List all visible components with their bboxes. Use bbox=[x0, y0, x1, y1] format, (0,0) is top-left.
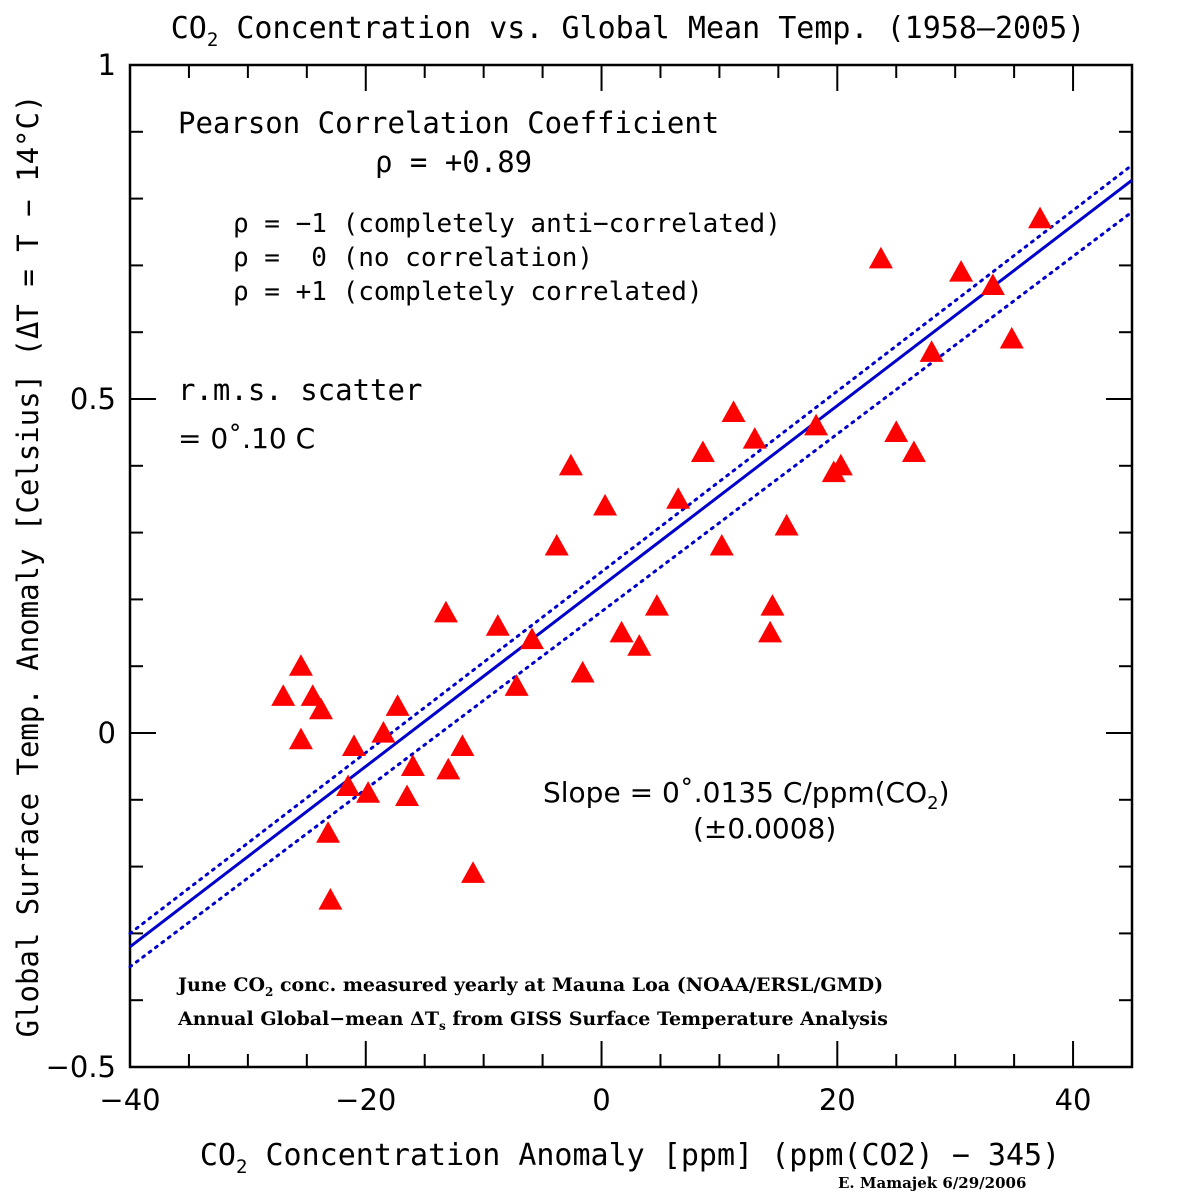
data-point-triangle bbox=[395, 784, 420, 807]
data-point-triangle bbox=[300, 684, 325, 706]
data-point-triangle bbox=[949, 260, 974, 282]
rms-title: r.m.s. scatter bbox=[178, 373, 422, 407]
pearson-title: Pearson Correlation Coefficient bbox=[178, 106, 719, 140]
data-point-triangle bbox=[544, 533, 569, 556]
y-axis-label: Global Surface Temp. Anomaly [Celsius] (… bbox=[11, 95, 45, 1038]
plot-frame bbox=[128, 63, 1134, 1069]
x-axis-label: CO2 Concentration Anomaly [ppm] (ppm(CO2… bbox=[200, 1138, 1060, 1178]
data-point-triangle bbox=[461, 861, 486, 883]
slope-error: (±0.0008) bbox=[693, 812, 836, 845]
data-point-triangle bbox=[709, 533, 734, 556]
x-tick-label: 20 bbox=[819, 1083, 856, 1117]
data-point-triangle bbox=[919, 340, 944, 362]
y-tick-label: 1 bbox=[98, 48, 116, 82]
x-tick-label: −40 bbox=[99, 1083, 160, 1117]
data-point-triangle bbox=[433, 600, 458, 623]
data-point-triangle bbox=[760, 594, 785, 616]
data-point-triangle bbox=[450, 734, 475, 756]
source-note-co2: June CO2 conc. measured yearly at Mauna … bbox=[176, 974, 883, 999]
data-point-triangle bbox=[742, 427, 767, 449]
rms-value: = 0˚.10 C bbox=[178, 422, 315, 455]
data-point-triangle bbox=[271, 684, 296, 706]
data-point-triangle bbox=[504, 674, 529, 696]
rho-pos-note: ρ = +1 (completely correlated) bbox=[233, 277, 703, 307]
y-tick-label: −0.5 bbox=[46, 1050, 116, 1084]
data-point-triangle bbox=[1028, 206, 1053, 229]
data-point-triangle bbox=[884, 420, 909, 442]
data-point-triangle bbox=[609, 620, 634, 643]
pearson-value: ρ = +0.89 bbox=[375, 145, 532, 179]
data-point-triangle bbox=[721, 400, 746, 422]
data-point-triangle bbox=[690, 440, 715, 463]
fit-line bbox=[129, 179, 1133, 948]
x-tick-label: 0 bbox=[592, 1083, 610, 1117]
data-point-triangle bbox=[666, 487, 691, 509]
data-point-triangle bbox=[400, 754, 425, 776]
chart-title: CO2 Concentration vs. Global Mean Temp. … bbox=[171, 11, 1086, 51]
rho-neg-note: ρ = −1 (completely anti−correlated) bbox=[233, 209, 781, 239]
data-point-triangle bbox=[356, 781, 381, 803]
x-tick-label: 40 bbox=[1055, 1083, 1092, 1117]
data-point-triangle bbox=[288, 727, 313, 750]
source-note-temp: Annual Global−mean ΔTs from GISS Surface… bbox=[177, 1008, 888, 1033]
x-tick-label: −20 bbox=[335, 1083, 396, 1117]
data-point-triangle bbox=[570, 660, 595, 683]
data-points bbox=[271, 206, 1053, 910]
tick-labels: −40 −20 0 20 40 −0.5 0 0.5 1 bbox=[46, 48, 1092, 1117]
axis-ticks bbox=[129, 64, 1133, 1068]
data-point-triangle bbox=[371, 721, 396, 743]
data-point-triangle bbox=[644, 594, 669, 616]
data-point-triangle bbox=[485, 614, 510, 636]
data-point-triangle bbox=[774, 513, 799, 536]
band-lower-line bbox=[128, 210, 1134, 969]
data-point-triangle bbox=[341, 734, 366, 756]
data-point-triangle bbox=[999, 326, 1024, 349]
rho-zero-note: ρ = 0 (no correlation) bbox=[233, 243, 593, 273]
band-upper-line bbox=[128, 163, 1134, 935]
data-point-triangle bbox=[316, 821, 341, 843]
data-point-triangle bbox=[627, 634, 652, 656]
y-tick-label: 0.5 bbox=[70, 382, 116, 416]
data-point-triangle bbox=[336, 774, 361, 797]
data-point-triangle bbox=[758, 620, 783, 643]
data-point-triangle bbox=[318, 888, 343, 910]
data-point-triangle bbox=[593, 493, 618, 516]
data-point-triangle bbox=[868, 246, 893, 269]
data-point-triangle bbox=[980, 273, 1005, 296]
data-point-triangle bbox=[436, 757, 461, 780]
data-point-triangle bbox=[804, 413, 829, 436]
data-point-triangle bbox=[288, 654, 313, 676]
slope-label: Slope = 0˚.0135 C/ppm(CO2) bbox=[543, 776, 950, 814]
data-point-triangle bbox=[828, 453, 853, 476]
data-point-triangle bbox=[519, 627, 544, 650]
confidence-band bbox=[128, 163, 1134, 969]
y-tick-label: 0 bbox=[98, 716, 116, 750]
data-point-triangle bbox=[558, 453, 583, 476]
data-point-triangle bbox=[901, 440, 926, 463]
regression-line bbox=[129, 179, 1133, 948]
data-point-triangle bbox=[385, 694, 410, 716]
data-point-triangle bbox=[308, 697, 333, 720]
author-credit: E. Mamajek 6/29/2006 bbox=[838, 1174, 1026, 1192]
